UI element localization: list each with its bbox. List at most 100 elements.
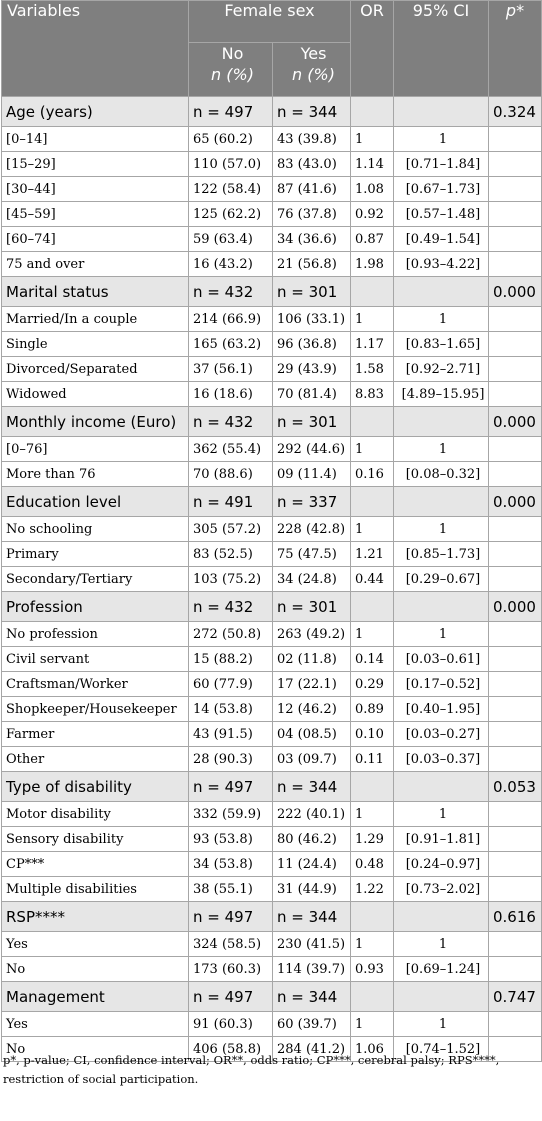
row-confidence-interval: 1 xyxy=(393,621,489,647)
row-label: No schooling xyxy=(1,516,189,542)
row-no-count: 125 (62.2) xyxy=(188,201,273,227)
row-label: 75 and over xyxy=(1,251,189,277)
row-p-empty xyxy=(488,541,542,567)
row-confidence-interval: [0.29–0.67] xyxy=(393,566,489,592)
table-row: Widowed 16 (18.6) 70 (81.4) 8.83 [4.89–15.95… xyxy=(1,381,542,407)
row-p-empty xyxy=(488,226,542,252)
header-yes-label: Yes xyxy=(300,44,327,63)
header-or: OR xyxy=(350,0,394,97)
row-p-empty xyxy=(488,1011,542,1037)
row-p-empty xyxy=(488,671,542,697)
row-no-count: 272 (50.8) xyxy=(188,621,273,647)
row-yes-count: 96 (36.8) xyxy=(272,331,351,357)
row-odds-ratio: 1.08 xyxy=(350,176,394,202)
table-row: 75 and over 16 (43.2) 21 (56.8) 1.98 [0.93–4… xyxy=(1,251,542,277)
group-ci-empty xyxy=(393,406,489,437)
row-yes-count: 114 (39.7) xyxy=(272,956,351,982)
row-confidence-interval: [0.67–1.73] xyxy=(393,176,489,202)
row-no-count: 324 (58.5) xyxy=(188,931,273,957)
table-row: No schooling 305 (57.2) 228 (42.8) 1 1 xyxy=(1,516,542,542)
group-p-value: 0.747 xyxy=(488,981,542,1012)
group-n-no: n = 432 xyxy=(188,276,273,307)
table-row: [30–44] 122 (58.4) 87 (41.6) 1.08 [0.67–1.73… xyxy=(1,176,542,202)
row-yes-count: 263 (49.2) xyxy=(272,621,351,647)
row-label: Farmer xyxy=(1,721,189,747)
group-or-empty xyxy=(350,486,394,517)
table-row: Divorced/Separated 37 (56.1) 29 (43.9) 1.58… xyxy=(1,356,542,382)
group-n-yes: n = 301 xyxy=(272,591,351,622)
row-yes-count: 12 (46.2) xyxy=(272,696,351,722)
row-p-empty xyxy=(488,356,542,382)
group-or-empty xyxy=(350,591,394,622)
row-no-count: 91 (60.3) xyxy=(188,1011,273,1037)
row-p-empty xyxy=(488,151,542,177)
header-female-sex: Female sex xyxy=(188,0,351,43)
group-name: Management xyxy=(1,981,189,1012)
table-row: Motor disability 332 (59.9) 222 (40.1) 1 1 xyxy=(1,801,542,827)
row-p-empty xyxy=(488,956,542,982)
row-no-count: 70 (88.6) xyxy=(188,461,273,487)
row-label: Civil servant xyxy=(1,646,189,672)
row-yes-count: 87 (41.6) xyxy=(272,176,351,202)
row-confidence-interval: [0.24–0.97] xyxy=(393,851,489,877)
row-odds-ratio: 1.06 xyxy=(350,1036,394,1062)
row-label: Motor disability xyxy=(1,801,189,827)
row-confidence-interval: [0.93–4.22] xyxy=(393,251,489,277)
row-yes-count: 03 (09.7) xyxy=(272,746,351,772)
group-n-no: n = 491 xyxy=(188,486,273,517)
row-odds-ratio: 1 xyxy=(350,931,394,957)
row-confidence-interval: 1 xyxy=(393,931,489,957)
row-odds-ratio: 0.92 xyxy=(350,201,394,227)
row-no-count: 332 (59.9) xyxy=(188,801,273,827)
group-or-empty xyxy=(350,981,394,1012)
row-p-empty xyxy=(488,176,542,202)
group-name: Profession xyxy=(1,591,189,622)
group-or-empty xyxy=(350,276,394,307)
row-no-count: 59 (63.4) xyxy=(188,226,273,252)
group-name: Education level xyxy=(1,486,189,517)
row-p-empty xyxy=(488,621,542,647)
group-p-value: 0.324 xyxy=(488,96,542,127)
group-n-yes: n = 301 xyxy=(272,276,351,307)
row-p-empty xyxy=(488,251,542,277)
group-n-no: n = 497 xyxy=(188,981,273,1012)
row-label: Other xyxy=(1,746,189,772)
table-row: Yes 91 (60.3) 60 (39.7) 1 1 xyxy=(1,1011,542,1037)
group-n-no: n = 432 xyxy=(188,591,273,622)
row-no-count: 16 (43.2) xyxy=(188,251,273,277)
row-confidence-interval: [0.71–1.84] xyxy=(393,151,489,177)
row-label: Shopkeeper/Housekeeper xyxy=(1,696,189,722)
group-n-no: n = 432 xyxy=(188,406,273,437)
row-yes-count: 09 (11.4) xyxy=(272,461,351,487)
row-yes-count: 02 (11.8) xyxy=(272,646,351,672)
table-row: Secondary/Tertiary 103 (75.2) 34 (24.8) 0.4… xyxy=(1,566,542,592)
row-odds-ratio: 1.21 xyxy=(350,541,394,567)
row-confidence-interval: [0.03–0.37] xyxy=(393,746,489,772)
row-no-count: 406 (58.8) xyxy=(188,1036,273,1062)
row-p-empty xyxy=(488,876,542,902)
row-p-empty xyxy=(488,461,542,487)
row-confidence-interval: 1 xyxy=(393,801,489,827)
row-no-count: 16 (18.6) xyxy=(188,381,273,407)
row-odds-ratio: 8.83 xyxy=(350,381,394,407)
group-n-yes: n = 301 xyxy=(272,406,351,437)
group-name: Type of disability xyxy=(1,771,189,802)
group-p-value: 0.000 xyxy=(488,591,542,622)
group-header-row: Management n = 497 n = 344 0.747 xyxy=(1,981,542,1012)
row-confidence-interval: 1 xyxy=(393,1011,489,1037)
table-row: Farmer 43 (91.5) 04 (08.5) 0.10 [0.03–0.27] xyxy=(1,721,542,747)
table-footnote: p*, p-value; CI, confidence interval; OR… xyxy=(3,1053,500,1086)
row-label: [30–44] xyxy=(1,176,189,202)
group-name: RSP**** xyxy=(1,901,189,932)
group-p-value: 0.616 xyxy=(488,901,542,932)
table-row: [15–29] 110 (57.0) 83 (43.0) 1.14 [0.71–1.84… xyxy=(1,151,542,177)
header-no-unit: n (%) xyxy=(211,65,254,84)
group-p-value: 0.000 xyxy=(488,276,542,307)
row-p-empty xyxy=(488,126,542,152)
row-odds-ratio: 0.44 xyxy=(350,566,394,592)
row-p-empty xyxy=(488,566,542,592)
row-label: CP*** xyxy=(1,851,189,877)
row-p-empty xyxy=(488,381,542,407)
row-no-count: 122 (58.4) xyxy=(188,176,273,202)
group-name: Marital status xyxy=(1,276,189,307)
